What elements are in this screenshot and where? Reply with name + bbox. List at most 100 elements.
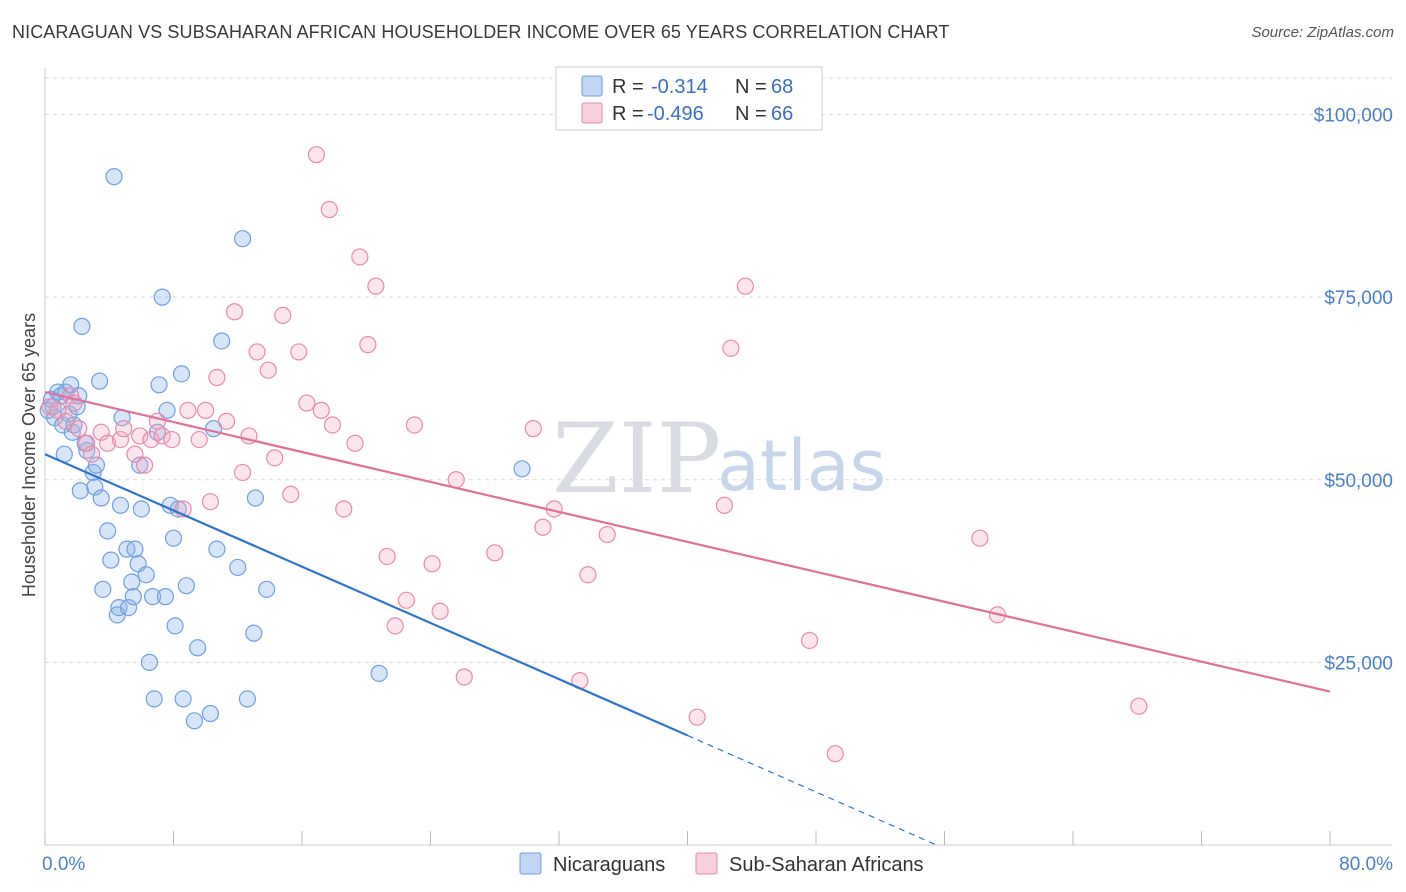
- point-subsaharan: [534, 518, 552, 536]
- point-nicaraguans: [131, 456, 149, 474]
- chart-title: NICARAGUAN VS SUBSAHARAN AFRICAN HOUSEHO…: [12, 22, 950, 42]
- point-nicaraguans: [188, 639, 207, 657]
- legend-n-label-2: N =: [735, 103, 767, 125]
- legend: R = -0.314 N = 68 R = -0.496 N = 66: [555, 66, 823, 131]
- trend-line-nicaraguans: [44, 453, 688, 737]
- point-nicaraguans: [185, 712, 203, 730]
- bottom-legend-nicaraguans: Nicaraguans: [553, 854, 665, 876]
- point-subsaharan: [598, 525, 616, 544]
- watermark-atlas: atlas: [717, 425, 886, 507]
- point-subsaharan: [70, 420, 88, 438]
- point-subsaharan: [320, 200, 338, 219]
- point-nicaraguans: [71, 482, 89, 500]
- point-nicaraguans: [229, 558, 247, 577]
- point-subsaharan: [524, 420, 542, 438]
- bottom-legend: Nicaraguans Sub-Saharan Africans: [519, 852, 924, 876]
- point-nicaraguans: [166, 617, 184, 635]
- point-nicaraguans: [174, 690, 192, 708]
- point-nicaraguans: [177, 577, 195, 595]
- point-subsaharan: [57, 412, 75, 430]
- point-subsaharan: [225, 303, 244, 321]
- point-subsaharan: [800, 631, 819, 650]
- point-subsaharan: [233, 463, 252, 482]
- point-nicaraguans: [201, 704, 220, 723]
- legend-r-label-1: R =: [612, 76, 644, 98]
- point-subsaharan: [78, 434, 96, 452]
- point-subsaharan: [486, 544, 504, 562]
- point-nicaraguans: [172, 365, 191, 383]
- point-nicaraguans: [145, 690, 163, 708]
- watermark: ZIP atlas: [552, 403, 886, 515]
- point-subsaharan: [179, 401, 197, 419]
- bottom-legend-swatch-nicaraguans: [519, 852, 542, 875]
- point-subsaharan: [259, 361, 277, 379]
- point-subsaharan: [131, 427, 149, 445]
- point-nicaraguans: [153, 288, 171, 306]
- point-subsaharan: [378, 547, 396, 566]
- legend-r-label-2: R =: [612, 103, 644, 125]
- legend-r-value-2: -0.496: [647, 103, 704, 125]
- point-nicaraguans: [140, 653, 159, 671]
- point-nicaraguans: [258, 580, 276, 598]
- point-nicaraguans: [213, 332, 231, 350]
- point-subsaharan: [290, 343, 308, 361]
- point-nicaraguans: [208, 540, 226, 558]
- legend-n-value-2: 66: [771, 103, 793, 125]
- point-subsaharan: [82, 445, 101, 463]
- point-subsaharan: [115, 420, 133, 438]
- point-subsaharan: [201, 493, 220, 511]
- point-nicaraguans: [123, 573, 141, 591]
- legend-swatch-subsaharan: [581, 102, 603, 124]
- point-subsaharan: [197, 401, 215, 419]
- point-subsaharan: [217, 412, 236, 430]
- point-subsaharan: [346, 434, 364, 452]
- point-subsaharan: [126, 445, 144, 463]
- point-subsaharan: [722, 339, 740, 357]
- gridlines: [45, 77, 1392, 663]
- point-subsaharan: [248, 343, 266, 361]
- point-subsaharan: [41, 398, 59, 416]
- x-tick-label: 80.0%: [1339, 854, 1393, 875]
- point-nicaraguans: [144, 588, 162, 606]
- point-nicaraguans: [94, 580, 112, 598]
- legend-n-label-1: N =: [735, 76, 767, 98]
- point-subsaharan: [826, 745, 844, 763]
- point-nicaraguans: [370, 664, 388, 682]
- point-nicaraguans: [164, 529, 183, 547]
- point-nicaraguans: [158, 401, 176, 419]
- point-nicaraguans: [124, 588, 142, 606]
- point-nicaraguans: [111, 496, 130, 514]
- point-nicaraguans: [238, 690, 256, 708]
- x-tick-label: 0.0%: [42, 854, 85, 875]
- y-tick-label: $50,000: [1324, 471, 1393, 492]
- point-nicaraguans: [126, 540, 144, 558]
- axes: [44, 68, 1392, 846]
- legend-swatch-nicaraguans: [581, 75, 603, 97]
- legend-n-value-1: 68: [771, 76, 793, 98]
- point-nicaraguans: [245, 624, 263, 642]
- point-subsaharan: [431, 602, 449, 620]
- point-nicaraguans: [86, 478, 104, 496]
- y-tick-label: $25,000: [1324, 653, 1393, 674]
- point-subsaharan: [99, 434, 117, 452]
- point-subsaharan: [190, 430, 208, 449]
- point-subsaharan: [455, 668, 473, 686]
- legend-r-value-1: -0.314: [651, 76, 708, 98]
- trend-line-subsaharan: [44, 391, 1331, 693]
- point-subsaharan: [579, 566, 597, 584]
- point-nicaraguans: [105, 168, 123, 186]
- point-subsaharan: [688, 708, 706, 726]
- point-subsaharan: [971, 529, 989, 547]
- point-subsaharan: [335, 500, 353, 518]
- watermark-zip: ZIP: [552, 403, 721, 515]
- point-subsaharan: [312, 401, 330, 419]
- point-subsaharan: [208, 368, 226, 387]
- bottom-legend-swatch-subsaharan: [695, 852, 718, 875]
- point-nicaraguans: [92, 489, 110, 507]
- tick-labels: $25,000 $50,000 $75,000 $100,000 0.0% 80.0%: [42, 106, 1393, 875]
- point-subsaharan: [715, 496, 734, 514]
- y-tick-label: $75,000: [1324, 288, 1393, 309]
- point-nicaraguans: [233, 230, 252, 248]
- point-subsaharan: [92, 423, 110, 441]
- point-subsaharan: [386, 617, 404, 635]
